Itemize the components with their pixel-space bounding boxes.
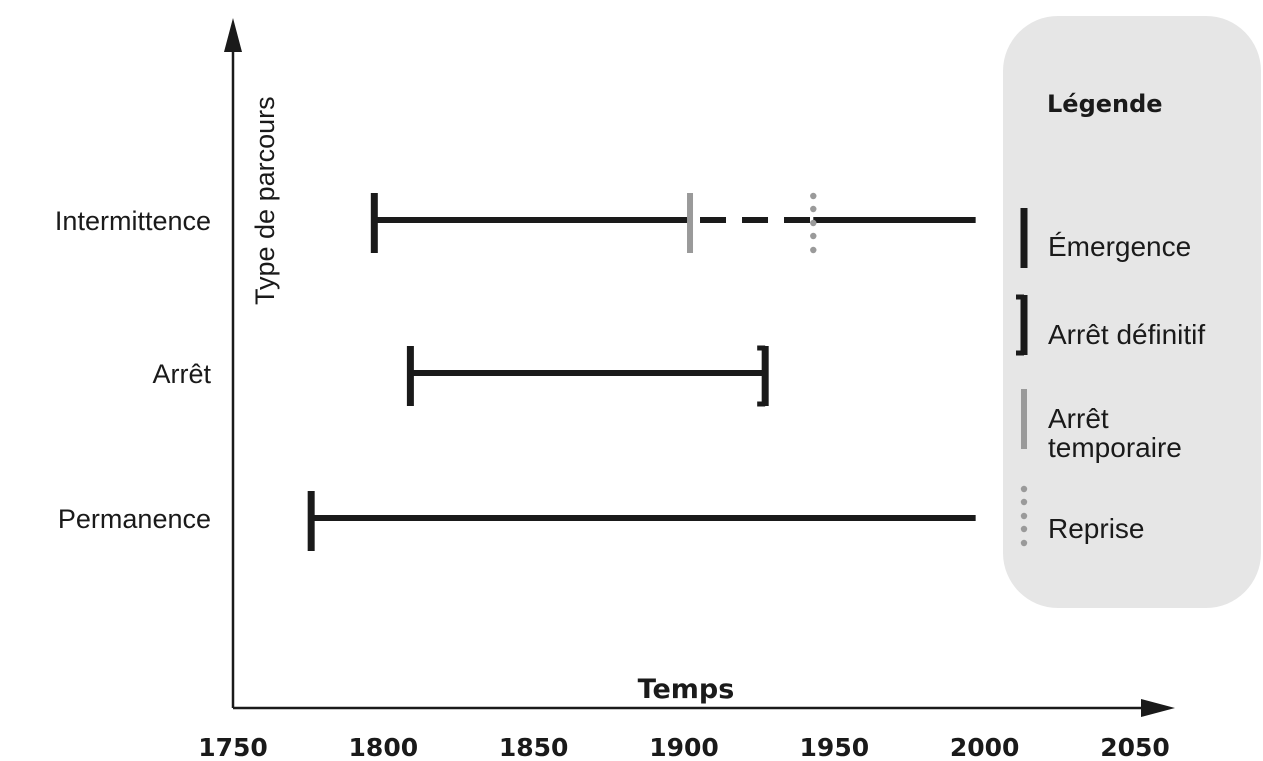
- track-arret: [406, 345, 769, 407]
- marker-arret-definitif-arret: [757, 345, 769, 407]
- x-tick-label-2050: 2050: [1100, 733, 1170, 761]
- x-tick-label-1750: 1750: [198, 733, 268, 761]
- x-tick-label-1900: 1900: [649, 733, 719, 761]
- legend-marker-reprise: [1020, 485, 1028, 547]
- legend-label-arret-definitif: Arrêt définitif: [1048, 319, 1205, 350]
- x-tick-label-1950: 1950: [800, 733, 870, 761]
- legend-item-emergence: Émergence: [1020, 208, 1191, 268]
- marker-reprise-intermittence: [810, 192, 817, 254]
- category-label-permanence: Permanence: [58, 504, 211, 534]
- x-tick-label-1850: 1850: [499, 733, 569, 761]
- track-permanence: [307, 491, 976, 551]
- category-label-arret: Arrêt: [152, 359, 211, 389]
- x-axis-arrow: [1141, 699, 1175, 717]
- x-tick-label-2000: 2000: [950, 733, 1020, 761]
- legend-title: Légende: [1047, 90, 1163, 118]
- x-tick-label-1800: 1800: [349, 733, 419, 761]
- legend-marker-arret-definitif: [1016, 294, 1028, 356]
- category-label-intermittence: Intermittence: [55, 206, 211, 236]
- y-axis-title: Type de parcours: [250, 96, 280, 305]
- legend-box: [1003, 16, 1261, 608]
- legend-label-reprise: Reprise: [1048, 513, 1144, 544]
- legend-item-arret-definitif: Arrêt définitif: [1016, 294, 1205, 356]
- y-axis-arrow: [224, 18, 242, 52]
- legend-label-arret-temporaire-1: temporaire: [1048, 432, 1182, 463]
- legend-item-reprise: Reprise: [1020, 485, 1144, 547]
- legend-label-arret-temporaire: Arrêt: [1048, 403, 1109, 434]
- x-axis-title: Temps: [638, 674, 735, 705]
- legend-label-emergence: Émergence: [1048, 231, 1191, 262]
- track-intermittence: [370, 192, 976, 254]
